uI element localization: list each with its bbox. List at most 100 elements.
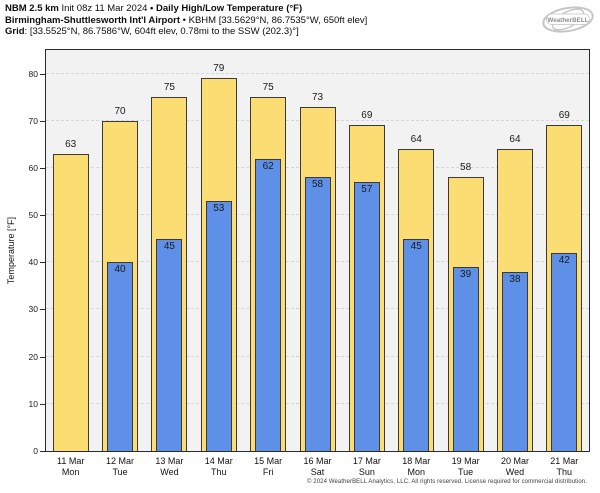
high-value-label: 75 xyxy=(163,82,175,94)
x-tick-dow: Tue xyxy=(457,466,474,477)
x-tick-dow: Thu xyxy=(211,466,227,477)
y-tick-label: 80 xyxy=(28,68,38,79)
x-tick-label: 16 Mar Sat xyxy=(293,456,343,477)
bar-low xyxy=(107,262,134,451)
x-tick-dow: Mon xyxy=(61,466,80,477)
x-tick-label: 18 Mar Mon xyxy=(391,456,441,477)
x-tick-date: 17 Mar xyxy=(352,456,381,466)
y-tick-label: 40 xyxy=(28,257,38,268)
x-tick-date: 14 Mar xyxy=(204,456,233,466)
y-tick-label: 20 xyxy=(28,351,38,362)
y-tick-mark xyxy=(40,73,45,75)
bar-high xyxy=(52,153,89,451)
y-axis-title: Temperature [°F] xyxy=(6,216,16,285)
x-tick-dow: Mon xyxy=(407,466,425,477)
low-value-label: 38 xyxy=(509,273,521,285)
header-line-2: Birmingham-Shuttlesworth Int'l Airport •… xyxy=(5,15,367,27)
high-value-label: 73 xyxy=(311,91,324,103)
plot-area: 63 70 40 75 45 79 53 75 62 73 58 69 57 64 45 58 39 64 38 69… xyxy=(45,49,590,452)
x-tick-label: 12 Mar Tue xyxy=(95,456,145,477)
low-value-label: 53 xyxy=(213,202,225,214)
y-tick-mark xyxy=(40,120,45,122)
x-tick-label: 21 Mar Thu xyxy=(539,456,589,477)
logo-text: WeatherBELL xyxy=(547,17,588,24)
x-tick-dow: Sat xyxy=(310,466,325,477)
bar-low xyxy=(551,252,578,451)
x-tick-label: 19 Mar Tue xyxy=(441,456,491,477)
model-name: NBM 2.5 km xyxy=(5,3,59,14)
high-value-label: 58 xyxy=(460,162,472,174)
x-tick-label: 11 Mar Mon xyxy=(46,456,96,477)
x-tick-dow: Sun xyxy=(358,466,375,477)
product-title: Daily High/Low Temperature (°F) xyxy=(156,3,303,14)
y-tick-mark xyxy=(40,309,45,311)
x-tick-dow: Fri xyxy=(262,466,274,477)
x-tick-dow: Wed xyxy=(505,466,525,477)
grid-meta: [33.5525°N, 86.7586°W, 604ft elev, 0.78m… xyxy=(29,26,299,38)
y-tick-mark xyxy=(40,356,45,358)
x-tick-label: 13 Mar Wed xyxy=(144,456,194,477)
bar-low xyxy=(205,200,232,451)
init-time: Init 08z 11 Mar 2024 xyxy=(61,3,148,14)
bar-low xyxy=(501,271,528,451)
bullet-separator: • xyxy=(150,3,154,14)
bar-low xyxy=(403,238,430,451)
y-tick-label: 60 xyxy=(28,162,38,173)
bar-low xyxy=(255,158,282,451)
high-value-label: 64 xyxy=(410,134,422,146)
x-tick-dow: Thu xyxy=(556,466,573,477)
x-tick-date: 16 Mar xyxy=(303,456,332,466)
low-value-label: 42 xyxy=(558,254,570,266)
bar-low xyxy=(156,238,183,451)
y-tick-mark xyxy=(40,167,45,169)
high-value-label: 70 xyxy=(114,105,126,117)
high-value-label: 64 xyxy=(509,134,521,146)
station-meta: KBHM [33.5629°N, 86.7535°W, 650ft elev] xyxy=(188,14,368,26)
x-tick-label: 14 Mar Thu xyxy=(194,456,244,477)
low-value-label: 45 xyxy=(410,240,422,252)
high-value-label: 75 xyxy=(262,82,274,94)
x-tick-label: 17 Mar Sun xyxy=(342,456,392,477)
low-value-label: 57 xyxy=(361,184,373,196)
x-tick-date: 11 Mar xyxy=(57,456,85,466)
high-value-label: 69 xyxy=(558,110,570,122)
y-tick-label: 0 xyxy=(33,446,38,456)
x-tick-date: 18 Mar xyxy=(402,456,431,466)
high-value-label: 69 xyxy=(361,110,373,122)
x-tick-date: 19 Mar xyxy=(451,456,480,466)
x-tick-label: 20 Mar Wed xyxy=(490,456,540,477)
x-tick-date: 21 Mar xyxy=(550,456,579,466)
x-tick-date: 20 Mar xyxy=(500,456,529,466)
header-line-1: NBM 2.5 km Init 08z 11 Mar 2024 • Daily … xyxy=(5,3,367,15)
bar-low xyxy=(304,177,331,451)
y-tick-mark xyxy=(40,403,45,405)
grid-label: Grid xyxy=(5,26,25,38)
y-tick-mark xyxy=(40,262,45,264)
gridline xyxy=(46,72,589,74)
x-tick-date: 15 Mar xyxy=(254,456,283,466)
y-tick-mark xyxy=(40,451,45,452)
low-value-label: 58 xyxy=(311,179,324,191)
high-value-label: 63 xyxy=(65,138,77,150)
x-tick-date: 13 Mar xyxy=(155,456,184,466)
low-value-label: 62 xyxy=(262,160,274,172)
y-tick-label: 30 xyxy=(28,304,38,315)
header-line-3: Grid: [33.5525°N, 86.7586°W, 604ft elev,… xyxy=(5,26,299,38)
bar-low xyxy=(353,182,380,451)
x-tick-dow: Wed xyxy=(160,466,179,477)
weatherbell-logo: WeatherBELL xyxy=(542,6,594,33)
low-value-label: 45 xyxy=(163,240,175,252)
bar-low xyxy=(452,267,479,451)
y-tick-label: 50 xyxy=(28,210,38,221)
low-value-label: 39 xyxy=(460,269,472,281)
y-tick-label: 70 xyxy=(28,115,38,126)
y-tick-label: 10 xyxy=(28,398,38,409)
x-tick-dow: Tue xyxy=(112,466,128,477)
bullet-separator: • xyxy=(182,14,186,26)
y-tick-mark xyxy=(40,215,45,217)
x-tick-date: 12 Mar xyxy=(106,456,135,466)
high-value-label: 79 xyxy=(213,63,225,75)
station-name: Birmingham-Shuttlesworth Int'l Airport xyxy=(5,14,181,26)
low-value-label: 40 xyxy=(114,264,126,276)
